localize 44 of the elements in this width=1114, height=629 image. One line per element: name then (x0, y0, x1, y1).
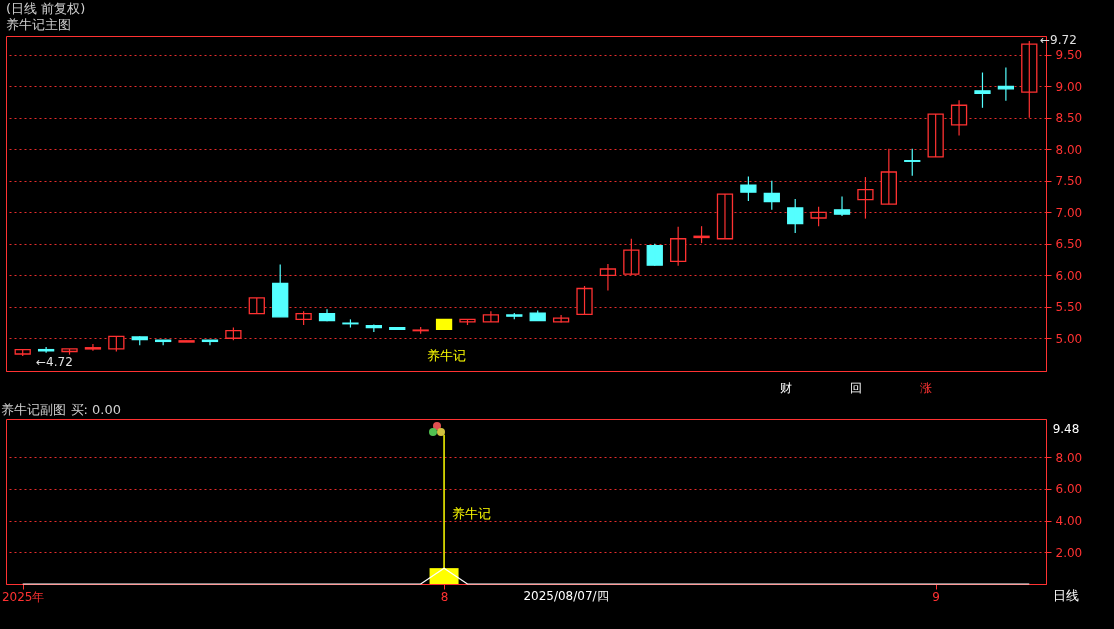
y-tick-label: 2.00 (1055, 545, 1083, 560)
candlestick (810, 206, 827, 227)
candlestick (997, 66, 1015, 102)
text: 财 (780, 381, 792, 395)
candlestick (833, 195, 851, 217)
chart-title: 养牛记副图 买: 0.00 (1, 402, 122, 417)
chart-subtitle: 养牛记主图 (6, 17, 71, 32)
candlestick (904, 148, 921, 177)
annotation: 养牛记 (451, 506, 491, 521)
annotation: 养牛记 (426, 348, 466, 363)
y-tick-label: 9.50 (1055, 48, 1083, 63)
candlestick (740, 175, 757, 202)
y-tick-label: 5.00 (1055, 331, 1083, 346)
y-tick-label: 6.00 (1055, 268, 1083, 283)
x-tick-label: 8 (440, 589, 449, 604)
y-tick-label: 8.50 (1055, 111, 1083, 126)
candlestick (646, 243, 663, 267)
candlestick (787, 198, 804, 234)
y-tick-label: 6.50 (1055, 237, 1083, 252)
y-tick-label: 9.00 (1055, 79, 1083, 94)
y-tick-label: 8.00 (1055, 142, 1083, 157)
candlestick (974, 71, 991, 109)
y-tick-label: 7.00 (1055, 205, 1083, 220)
candlestick (435, 318, 453, 331)
x-tick-label: 2025年 (1, 589, 45, 604)
y-tick-label: 5.50 (1055, 300, 1083, 315)
candlestick (201, 339, 219, 346)
candlestick (482, 310, 500, 323)
y-tick-label: 7.50 (1055, 174, 1083, 189)
y-tick-label: 4.00 (1055, 514, 1083, 529)
x-tick-label: 9 (932, 589, 940, 604)
text: 2025/08/07/四 (523, 589, 609, 603)
candlestick (84, 343, 102, 352)
text: 回 (850, 381, 862, 395)
candlestick (272, 263, 289, 318)
annotation: ←4.72 (36, 355, 73, 369)
candlestick (552, 314, 570, 324)
y-tick-label: 6.00 (1055, 482, 1083, 497)
text: 9.48 (1052, 422, 1080, 436)
candlestick (342, 318, 359, 329)
y-tick-label: 8.00 (1055, 450, 1083, 465)
text: 涨 (920, 381, 932, 395)
text: 日线 (1053, 588, 1079, 603)
chart-title: (日线 前复权) (6, 1, 86, 16)
